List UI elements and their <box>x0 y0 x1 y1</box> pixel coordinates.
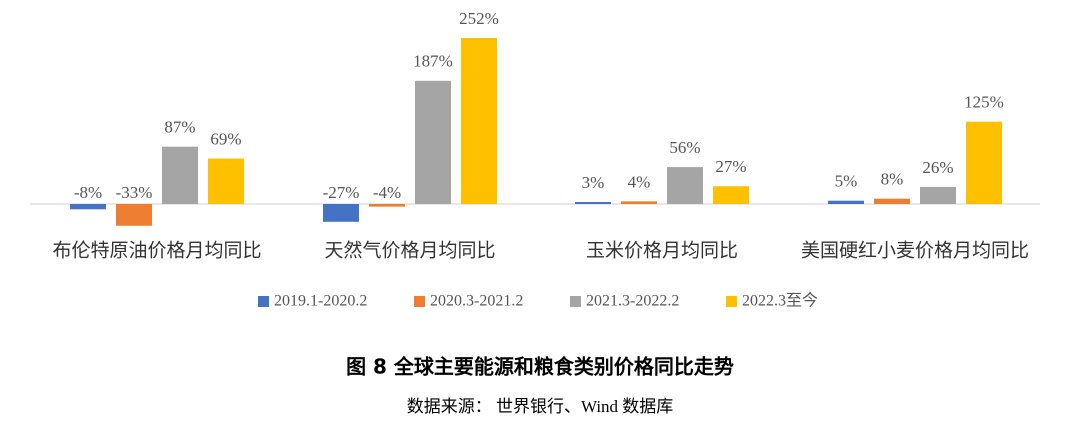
data-label: 8% <box>881 170 904 189</box>
data-label: 187% <box>413 52 453 71</box>
bar <box>208 158 244 204</box>
data-label: 56% <box>669 138 700 157</box>
bar <box>461 38 497 204</box>
bar <box>116 204 152 226</box>
legend-swatch <box>258 296 269 307</box>
legend-label: 2019.1-2020.2 <box>274 293 367 310</box>
bar <box>621 201 657 204</box>
data-label: 27% <box>715 157 746 176</box>
data-label: 69% <box>210 129 241 148</box>
bar <box>920 186 956 204</box>
data-label: 5% <box>835 172 858 191</box>
data-label: 26% <box>922 158 953 177</box>
legend-label: 2021.3-2022.2 <box>586 293 679 310</box>
bar <box>828 200 864 204</box>
data-label: -33% <box>116 183 153 202</box>
legend-label: 2022.3至今 <box>742 292 818 310</box>
bar <box>874 198 910 204</box>
legend-swatch <box>726 296 737 307</box>
data-label: 4% <box>628 172 651 191</box>
bar <box>369 204 405 207</box>
x-tick-label: 美国硬红小麦价格月均同比 <box>801 239 1029 261</box>
x-tick-label: 天然气价格月均同比 <box>324 239 495 261</box>
data-label: 252% <box>459 9 499 28</box>
bar <box>70 204 106 210</box>
data-label: -27% <box>323 183 360 202</box>
legend-label: 2020.3-2021.2 <box>430 293 523 310</box>
data-label: -4% <box>373 183 401 202</box>
bar <box>667 167 703 204</box>
data-label: -8% <box>74 183 102 202</box>
legend-swatch <box>414 296 425 307</box>
bar <box>966 121 1002 204</box>
bar <box>575 202 611 204</box>
bar <box>415 80 451 204</box>
source-note: 数据来源： 世界银行、Wind 数据库 <box>407 397 674 416</box>
bar <box>713 186 749 204</box>
data-label: 125% <box>964 93 1004 112</box>
legend-swatch <box>570 296 581 307</box>
data-label: 3% <box>582 173 605 192</box>
chart-title: 图 8 全球主要能源和粮食类别价格同比走势 <box>346 355 734 379</box>
x-tick-label: 布伦特原油价格月均同比 <box>52 239 261 261</box>
data-label: 87% <box>164 118 195 137</box>
bar <box>323 204 359 222</box>
bar <box>162 146 198 204</box>
x-tick-label: 玉米价格月均同比 <box>586 239 738 261</box>
